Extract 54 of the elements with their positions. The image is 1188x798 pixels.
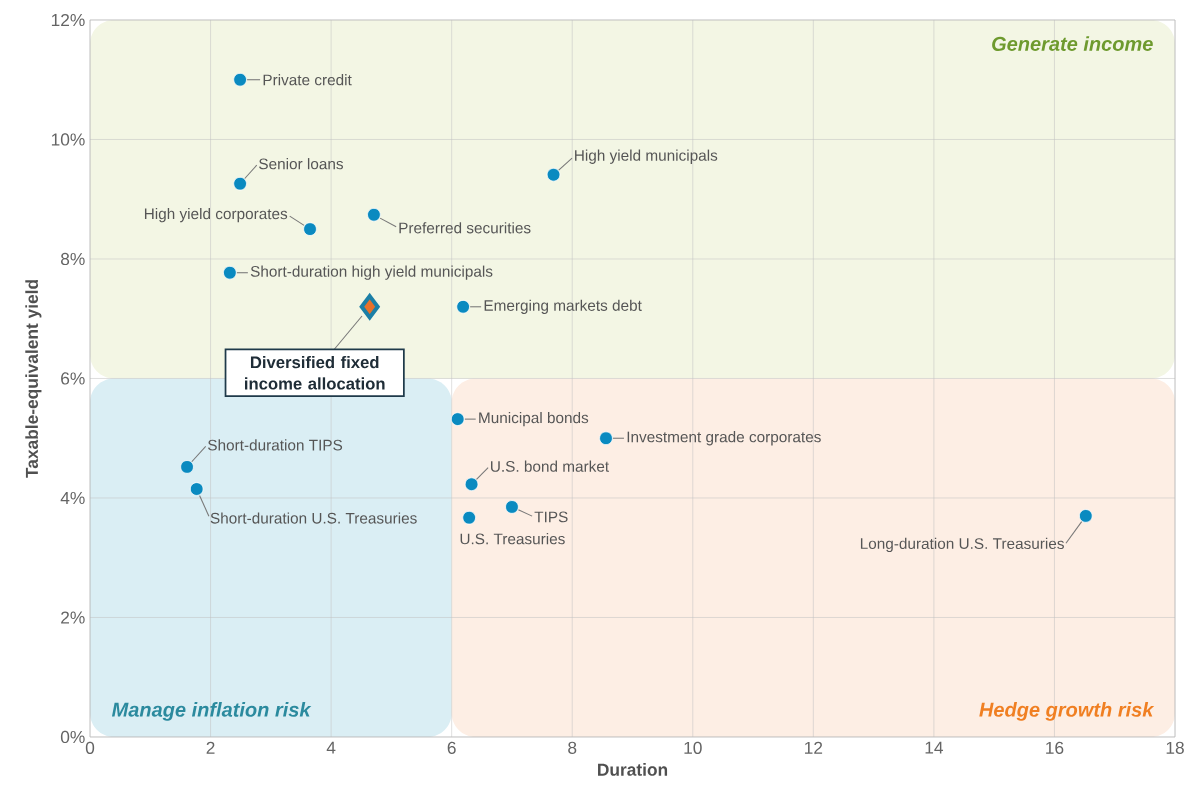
series-label: Short-duration TIPS — [208, 439, 343, 451]
series-label: Short-duration U.S. Treasuries — [210, 512, 417, 524]
series-label: U.S. bond market — [491, 460, 609, 472]
text: Diversified fixed income allocation — [245, 355, 385, 390]
x-tick-label: 14 — [925, 741, 944, 754]
point — [189, 482, 204, 496]
y-tick-label: 10% — [51, 133, 85, 146]
x-tick-label: 0 — [85, 741, 95, 754]
series-label: Long-duration U.S. Treasuries — [860, 537, 1064, 553]
y-axis-title: Taxable-equivalent yield — [25, 280, 42, 478]
point — [359, 294, 380, 320]
point — [233, 176, 247, 191]
series-label: Preferred securities — [399, 222, 531, 234]
series-label: Private credit — [263, 74, 352, 86]
point — [233, 72, 247, 87]
point — [456, 299, 470, 314]
point — [180, 460, 194, 474]
series-label: High yield corporates — [144, 207, 288, 223]
series-label: Emerging markets debt — [484, 299, 642, 314]
point — [367, 207, 381, 222]
point — [599, 431, 613, 446]
x-tick-label: 16 — [1046, 741, 1064, 754]
y-tick-label: 4% — [60, 491, 85, 505]
point — [303, 222, 317, 236]
x-tick-label: 18 — [1166, 741, 1184, 754]
y-tick-label: 12% — [51, 13, 85, 27]
y-tick-label: 6% — [61, 372, 85, 385]
x-tick-label: 8 — [568, 741, 577, 754]
point — [450, 412, 465, 426]
y-tick-label: 8% — [61, 252, 85, 266]
x-tick-label: 12 — [805, 741, 823, 754]
point — [462, 510, 476, 525]
series-label: Senior loans — [259, 158, 344, 170]
x-tick-label: 2 — [206, 741, 215, 754]
series-label: Short-duration high yield municipals — [250, 265, 493, 280]
band-label: Generate income — [992, 36, 1153, 51]
y-tick-label: 2% — [61, 611, 85, 624]
x-tick-label: 6 — [447, 741, 456, 754]
x-tick-label: 10 — [684, 741, 702, 754]
point — [223, 265, 237, 280]
band-label: Hedge growth risk — [979, 702, 1155, 721]
series-label: High yield municipals — [575, 149, 718, 164]
series-label: TIPS — [534, 511, 568, 523]
series-label: Municipal bonds — [479, 411, 589, 427]
y-tick-label: 0% — [60, 730, 85, 744]
point — [546, 167, 561, 182]
point — [464, 477, 479, 492]
series-label: Investment grade corporates — [627, 431, 821, 446]
x-axis-title: Duration — [598, 763, 668, 776]
point — [505, 500, 519, 514]
series-label: U.S. Treasuries — [460, 533, 565, 545]
band-label: Manage inflation risk — [111, 702, 312, 721]
point — [1079, 509, 1093, 523]
x-tick-label: 4 — [326, 741, 336, 754]
